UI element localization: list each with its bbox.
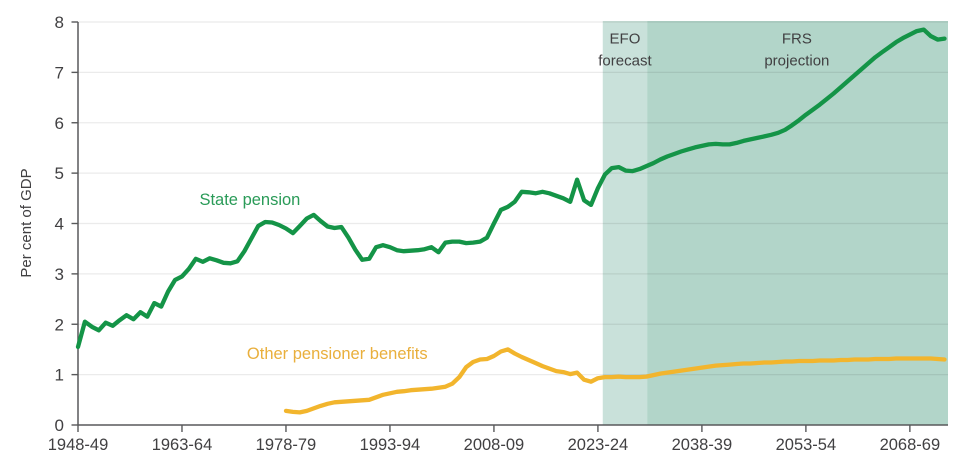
y-tick-label: 1 xyxy=(55,366,64,385)
y-tick-label: 0 xyxy=(55,416,64,435)
x-tick-label: 1978-79 xyxy=(256,436,317,454)
y-tick-label: 5 xyxy=(55,164,64,183)
x-tick-label: 2023-24 xyxy=(568,436,629,454)
gridlines xyxy=(78,21,948,376)
label-state-pension: State pension xyxy=(199,191,300,209)
x-tick-label: 2008-09 xyxy=(464,436,525,454)
y-tick-label: 3 xyxy=(55,265,64,284)
x-tick-label: 2053-54 xyxy=(776,436,837,454)
y-tick-label: 6 xyxy=(55,114,64,133)
y-tick-label: 8 xyxy=(55,13,64,32)
x-tick-label: 2038-39 xyxy=(672,436,733,454)
y-tick-label: 7 xyxy=(55,63,64,82)
axes: 0 1 2 3 4 5 6 7 8 1948-49 1963-64 1978-79 1993-94 200… xyxy=(48,13,948,454)
data-series xyxy=(75,27,947,415)
y-tick-label: 2 xyxy=(55,315,64,334)
label-efo-forecast: EFO forecast xyxy=(598,31,652,70)
x-tick-label: 1963-64 xyxy=(152,436,213,454)
y-axis-title: Per cent of GDP xyxy=(18,168,35,277)
line-state-pension xyxy=(75,27,947,350)
x-tick-label: 1948-49 xyxy=(48,436,109,454)
line-other-pensioner-benefits xyxy=(283,347,947,415)
region-efo-forecast xyxy=(602,21,648,425)
annotations: State pension Other pensioner benefits EFO… xyxy=(199,31,829,363)
label-other-benefits: Other pensioner benefits xyxy=(247,345,428,363)
x-tick-label: 1993-94 xyxy=(360,436,421,454)
y-tick-label: 4 xyxy=(55,215,64,234)
label-frs-projection: FRS projection xyxy=(764,31,829,70)
x-tick-label: 2068-69 xyxy=(880,436,941,454)
